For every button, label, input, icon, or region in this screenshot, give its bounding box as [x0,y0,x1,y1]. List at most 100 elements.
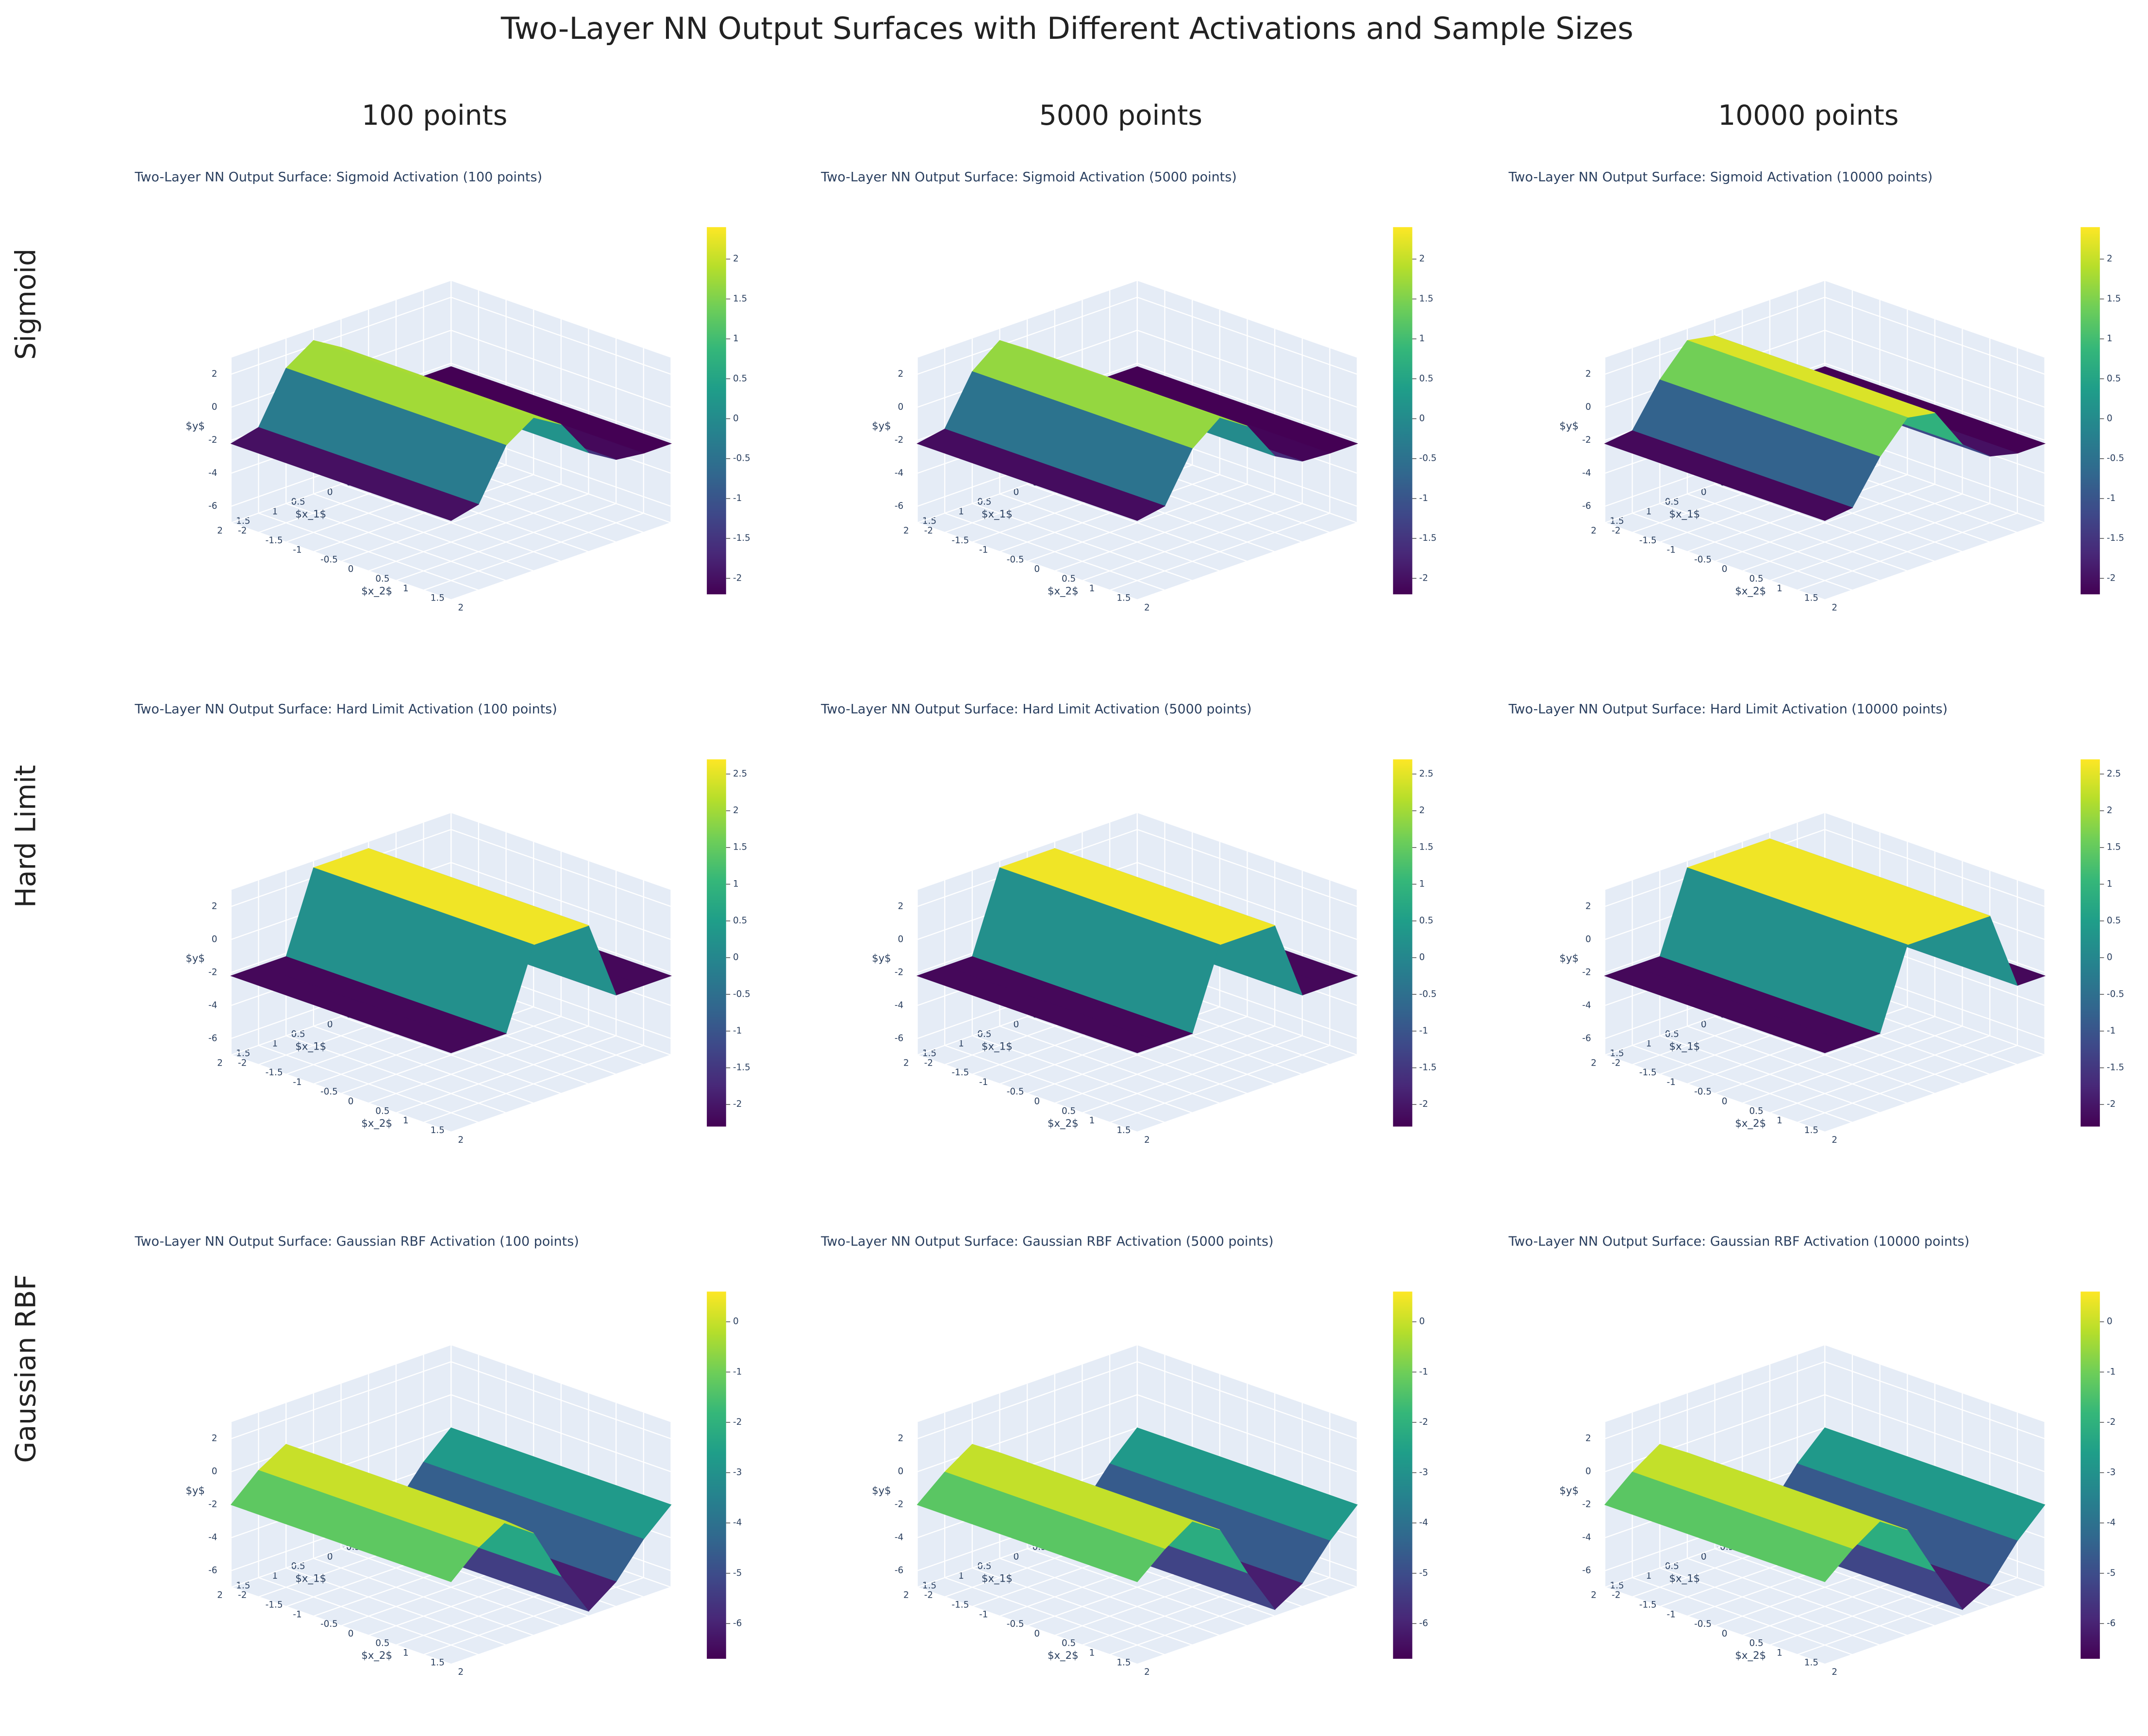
colorbar-tick-label: -2 [1419,1417,1428,1427]
colorbar-tick-label: 0.5 [1419,916,1433,926]
colorbar-tick-label: -1 [1419,1026,1428,1036]
grid-line [1769,503,1990,581]
x-tick-label: 0 [1701,1552,1707,1562]
x-tick-label: 0 [327,1019,333,1030]
grid-line [1604,1394,1825,1472]
colorbar-tick-label: 0 [1419,952,1425,963]
grid-line [450,297,671,375]
y-tick-label: -2 [1612,1058,1620,1068]
y-tick-label: 1.5 [1116,593,1131,603]
x-axis-label: $x_1$ [1669,1040,1700,1052]
grid-line [1109,513,1330,591]
grid-line [1137,522,1358,601]
grid-line [231,297,451,375]
grid-line [1687,474,1908,552]
y-tick-label: -2 [924,526,933,536]
grid-line [1824,1054,2045,1133]
subplot-title: Two-Layer NN Output Surface: Gaussian RB… [134,1234,579,1249]
y-tick-label: 2 [1832,1667,1837,1677]
colorbar-tick-label: -1 [2107,493,2115,503]
row-title: Hard Limit [10,765,42,908]
x-tick-label: 2 [217,1590,223,1601]
surface-strip [1604,966,1853,1053]
grid-line [917,1361,1138,1439]
surface-strip [916,429,1166,521]
y-tick-label: -0.5 [320,554,338,565]
y-tick-label: 1.5 [1116,1125,1131,1135]
grid-line [1082,503,1303,581]
y-axis-label: $x_2$ [1735,1118,1766,1130]
grid-line [1054,1025,1275,1104]
y-tick-label: -1.5 [951,1600,969,1610]
colorbar-tick-label: -1.5 [733,1063,750,1073]
y-tick-label: 2 [1832,603,1837,613]
y-tick-label: -2 [924,1058,933,1068]
y-tick-label: 2 [1144,603,1150,613]
y-tick-label: 1 [1089,1116,1095,1126]
z-tick-label: -6 [1582,1566,1591,1576]
x-tick-label: 1.5 [922,516,936,526]
colorbar-tick-label: -1 [1419,493,1428,503]
z-tick-label: -4 [895,1000,903,1010]
x-tick-label: 1 [1646,1571,1652,1581]
colorbar-tick-label: 0.5 [733,916,747,926]
z-tick-label: -6 [895,1566,903,1576]
grid-line [1769,1035,1990,1114]
x-tick-label: 1 [958,1039,964,1049]
y-tick-label: -0.5 [1007,1619,1024,1629]
x-tick-label: 1.5 [922,1581,936,1591]
x-tick-label: 2 [903,1590,909,1601]
x-tick-label: 1.5 [1610,1048,1624,1058]
colorbar-tick-label: -0.5 [2107,453,2124,464]
y-tick-label: 2 [1144,1667,1150,1677]
z-axis-label: $y$ [185,952,205,965]
y-tick-label: -2 [1612,1590,1620,1601]
colorbar [2081,759,2100,1127]
grid-line [1137,1394,1358,1472]
z-tick-label: -6 [1582,501,1591,511]
x-axis-label: $x_1$ [295,508,326,520]
colorbar-tick-label: -6 [2107,1618,2115,1628]
z-axis-label: $y$ [872,420,891,433]
x-tick-label: 1.5 [236,1048,250,1058]
grid-line [341,1016,562,1094]
y-tick-label: -1 [293,545,301,555]
grid-line [396,1035,616,1114]
z-tick-label: -4 [208,468,217,478]
colorbar-tick-label: -1 [2107,1367,2115,1377]
x-tick-label: 1 [1646,1039,1652,1049]
grid-line [1715,1016,1935,1094]
z-tick-label: 2 [898,369,904,379]
colorbar-tick-label: 0.5 [2107,916,2121,926]
y-tick-label: 1 [403,1648,409,1658]
y-tick-label: 0 [348,564,354,574]
grid-line [1824,1361,2045,1439]
z-tick-label: -6 [895,501,903,511]
colorbar-tick-label: 1.5 [2107,294,2121,304]
z-tick-label: -4 [895,1533,903,1543]
z-tick-label: -4 [1582,1000,1591,1010]
surface-strip [230,966,480,1053]
z-tick-label: -6 [208,501,217,511]
x-tick-label: 0.5 [291,1561,305,1571]
colorbar-tick-label: 1 [733,334,739,344]
grid-line [1824,363,2045,441]
colorbar-tick-label: -1.5 [2107,533,2124,543]
x-tick-label: 0.5 [1665,1029,1679,1039]
grid-line [1824,829,2045,907]
colorbar-tick-label: -2 [2107,1099,2115,1109]
grid-line [450,1394,671,1472]
colorbar-tick-label: -5 [1419,1568,1428,1578]
colorbar [2081,1291,2100,1659]
y-tick-label: -1.5 [266,1068,283,1078]
grid-line [1137,1054,1358,1133]
y-axis-label: $x_2$ [1735,1650,1766,1662]
y-tick-label: 0 [348,1097,354,1107]
colorbar-tick-label: -0.5 [2107,989,2124,999]
y-tick-label: 1.5 [1116,1657,1131,1668]
z-tick-label: -4 [208,1533,217,1543]
z-tick-label: -2 [208,435,217,445]
subplot: Two-Layer NN Output Surface: Gaussian RB… [1508,1234,2116,1677]
z-axis-label: $y$ [185,420,205,433]
x-tick-label: 0.5 [977,1029,991,1039]
